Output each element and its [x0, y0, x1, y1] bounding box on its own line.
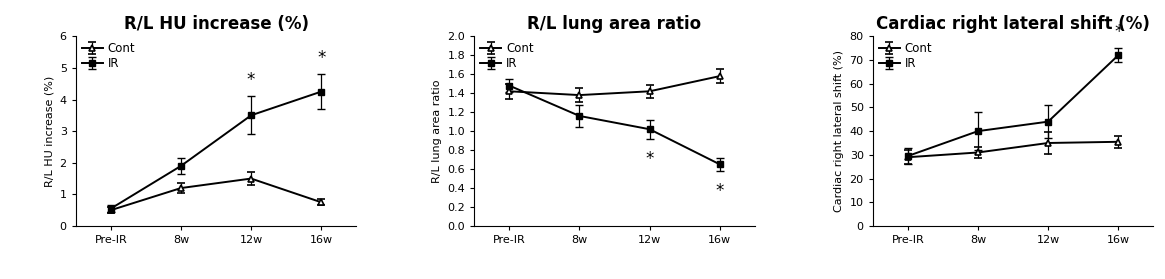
Legend: Cont, IR: Cont, IR	[79, 40, 137, 72]
Title: R/L HU increase (%): R/L HU increase (%)	[123, 15, 309, 33]
Legend: Cont, IR: Cont, IR	[876, 40, 934, 72]
Text: *: *	[317, 49, 325, 67]
Text: *: *	[715, 182, 723, 200]
Text: *: *	[645, 150, 654, 168]
Text: *: *	[1114, 23, 1122, 40]
Legend: Cont, IR: Cont, IR	[478, 40, 536, 72]
Title: Cardiac right lateral shift (%): Cardiac right lateral shift (%)	[876, 15, 1150, 33]
Text: *: *	[247, 71, 255, 89]
Y-axis label: R/L HU increase (%): R/L HU increase (%)	[44, 76, 54, 187]
Y-axis label: R/L lung area ratio: R/L lung area ratio	[432, 80, 442, 183]
Y-axis label: Cardiac right lateral shift (%): Cardiac right lateral shift (%)	[834, 50, 843, 212]
Title: R/L lung area ratio: R/L lung area ratio	[528, 15, 701, 33]
